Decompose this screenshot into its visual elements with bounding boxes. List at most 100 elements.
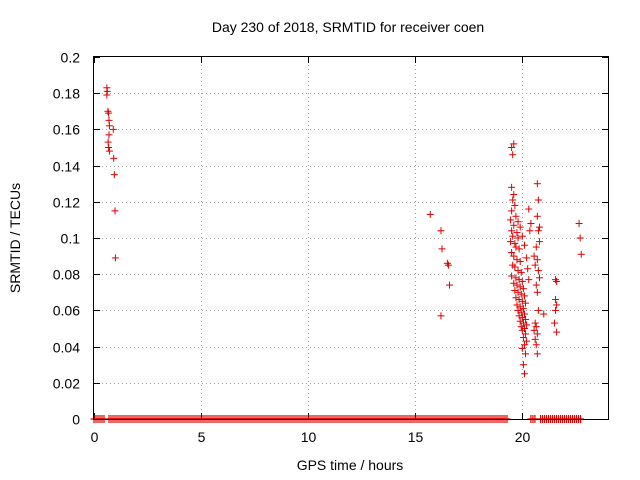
data-point [513, 281, 521, 289]
data-point [516, 258, 524, 266]
data-point [522, 315, 530, 323]
data-point [523, 254, 531, 262]
data-point [553, 328, 561, 336]
data-point [519, 305, 527, 313]
y-tick-label: 0.2 [61, 50, 81, 66]
data-point [526, 227, 534, 235]
axis-ticks [94, 57, 608, 420]
data-point [512, 294, 520, 302]
data-point [511, 286, 519, 294]
x-tick-label: 0 [91, 429, 99, 445]
data-point [534, 227, 542, 235]
data-point [109, 125, 117, 133]
y-tick-label: 0.12 [53, 195, 80, 211]
data-point [105, 122, 113, 130]
y-tick-label: 0.06 [53, 303, 80, 319]
data-point [511, 201, 519, 209]
data-points [103, 84, 585, 378]
data-point [513, 301, 521, 309]
data-point [515, 296, 523, 304]
y-tick-label: 0.08 [53, 267, 80, 283]
data-point [510, 191, 518, 199]
data-point [509, 196, 517, 204]
data-point [426, 210, 434, 218]
data-point [522, 350, 530, 358]
data-point [514, 288, 522, 296]
data-point [520, 341, 528, 349]
y-tick-label: 0.02 [53, 376, 80, 392]
data-point [520, 310, 528, 318]
data-point [533, 288, 541, 296]
data-point [518, 297, 526, 305]
data-point [527, 220, 535, 228]
data-point [510, 221, 518, 229]
data-point [535, 238, 543, 246]
data-point [532, 281, 540, 289]
data-point [508, 207, 516, 215]
data-point [508, 248, 516, 256]
data-point [515, 276, 523, 284]
data-point [508, 272, 516, 280]
data-point [550, 319, 558, 327]
data-point [515, 312, 523, 320]
data-point [513, 256, 521, 264]
data-point [515, 245, 523, 253]
data-point [533, 180, 541, 188]
data-point [437, 312, 445, 320]
data-point [105, 131, 113, 139]
x-tick-label: 20 [515, 429, 531, 445]
data-point [534, 196, 542, 204]
x-tick-label: 15 [408, 429, 424, 445]
data-point [443, 259, 451, 267]
data-point [110, 171, 118, 179]
y-axis-label: SRMTID / TECUs [7, 183, 23, 293]
data-point [535, 223, 543, 231]
data-point [532, 341, 540, 349]
data-point [518, 326, 526, 334]
data-point [576, 234, 584, 242]
data-point [530, 326, 538, 334]
data-point [553, 277, 561, 285]
data-point [534, 306, 542, 314]
data-point [508, 144, 516, 151]
data-point [508, 183, 516, 191]
data-point [520, 241, 528, 249]
data-point [507, 238, 515, 246]
data-point [525, 205, 533, 213]
data-point [105, 147, 113, 155]
data-point [508, 227, 516, 235]
data-point [552, 296, 560, 304]
data-point [437, 227, 445, 235]
data-point [553, 301, 561, 309]
data-point [535, 274, 543, 282]
data-point [520, 370, 528, 378]
data-point [516, 283, 524, 291]
data-point [509, 151, 517, 159]
y-tick-label: 0.18 [53, 86, 80, 102]
y-tick-label: 0.14 [53, 159, 80, 175]
x-tick-labels: 0 5 10 15 20 [91, 429, 531, 445]
data-point [511, 239, 519, 247]
data-point [531, 335, 539, 343]
y-tick-label: 0 [72, 412, 80, 428]
data-point [512, 243, 520, 251]
data-point [522, 330, 530, 338]
data-point [517, 268, 525, 276]
data-point [513, 229, 521, 237]
data-point [532, 243, 540, 251]
data-point [533, 350, 541, 358]
data-point [516, 317, 524, 325]
data-point [514, 267, 522, 275]
data-point [520, 292, 528, 300]
y-tick-label: 0.04 [53, 340, 80, 356]
data-point [577, 250, 585, 258]
data-point [509, 232, 517, 240]
data-point [518, 277, 526, 285]
plot-frame [93, 56, 609, 420]
data-point [575, 220, 583, 228]
data-point [518, 232, 526, 240]
x-tick-label: 5 [198, 429, 206, 445]
x-tick-label: 10 [301, 429, 317, 445]
data-point [438, 245, 446, 253]
data-point [552, 306, 560, 314]
